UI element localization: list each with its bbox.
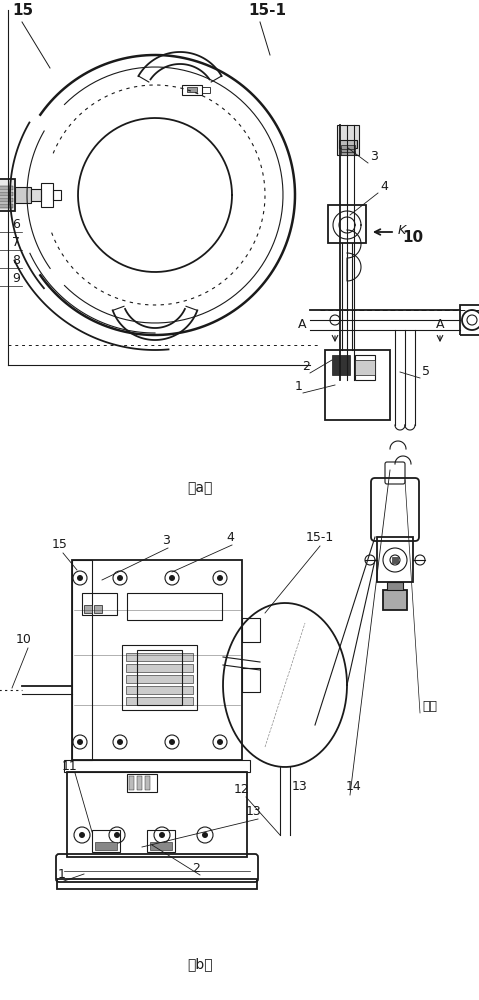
Bar: [339, 140, 357, 148]
Circle shape: [117, 739, 123, 745]
Bar: [332, 355, 350, 375]
Text: 10: 10: [402, 230, 423, 245]
Text: 15: 15: [12, 3, 33, 18]
Circle shape: [169, 739, 175, 745]
Bar: [31, 189, 41, 201]
Bar: [0, 179, 15, 211]
Bar: [72, 560, 92, 760]
Text: 3: 3: [370, 150, 378, 163]
Bar: [242, 618, 260, 642]
Text: （b）: （b）: [187, 957, 213, 971]
Bar: [137, 776, 142, 790]
Bar: [341, 145, 355, 149]
Bar: [0, 192, 13, 196]
Bar: [242, 668, 260, 692]
Bar: [57, 879, 257, 889]
Bar: [41, 183, 53, 207]
Circle shape: [114, 832, 120, 838]
Bar: [145, 776, 150, 790]
Bar: [147, 830, 175, 852]
Bar: [0, 204, 13, 208]
Text: 1: 1: [295, 380, 303, 393]
Bar: [127, 774, 157, 792]
Circle shape: [217, 575, 223, 581]
Bar: [337, 125, 359, 155]
Bar: [392, 557, 398, 563]
Bar: [67, 772, 247, 857]
Circle shape: [117, 575, 123, 581]
Text: 15-1: 15-1: [306, 531, 334, 544]
Bar: [64, 760, 250, 772]
Text: 2: 2: [192, 862, 200, 875]
Text: 11: 11: [62, 760, 78, 773]
Bar: [126, 675, 193, 683]
Bar: [126, 653, 193, 661]
Text: K: K: [398, 224, 406, 236]
Text: 13: 13: [246, 805, 262, 818]
Text: 2: 2: [302, 360, 310, 373]
Text: 1: 1: [58, 868, 66, 881]
Bar: [15, 187, 31, 203]
Text: 10: 10: [16, 633, 32, 646]
Text: 13: 13: [292, 780, 308, 793]
Text: 14: 14: [346, 780, 362, 793]
Bar: [82, 593, 117, 615]
Bar: [341, 148, 355, 152]
Text: 4: 4: [380, 180, 388, 193]
Bar: [72, 560, 242, 760]
Bar: [460, 305, 479, 335]
Bar: [94, 605, 102, 613]
Bar: [325, 350, 390, 420]
Text: 6: 6: [12, 218, 20, 231]
Bar: [0, 198, 13, 202]
Text: 3: 3: [162, 534, 170, 547]
Bar: [53, 190, 61, 200]
Text: 5: 5: [422, 365, 430, 378]
Bar: [127, 593, 222, 620]
Bar: [126, 664, 193, 672]
Bar: [355, 360, 375, 375]
Text: 9: 9: [12, 272, 20, 285]
Bar: [126, 686, 193, 694]
Bar: [341, 151, 355, 155]
Text: 12: 12: [234, 783, 250, 796]
Bar: [328, 205, 366, 243]
Circle shape: [202, 832, 208, 838]
Text: 7: 7: [12, 236, 20, 249]
Text: A: A: [298, 318, 307, 331]
Text: 气源: 气源: [422, 700, 437, 713]
Bar: [92, 830, 120, 852]
Bar: [95, 842, 117, 850]
Text: （a）: （a）: [187, 481, 213, 495]
Circle shape: [77, 739, 83, 745]
Bar: [129, 776, 134, 790]
Bar: [122, 645, 197, 710]
Bar: [377, 537, 413, 582]
Bar: [387, 582, 403, 590]
Circle shape: [169, 575, 175, 581]
Bar: [202, 87, 210, 93]
Circle shape: [77, 575, 83, 581]
Bar: [355, 355, 375, 380]
Bar: [126, 697, 193, 705]
Bar: [137, 650, 182, 705]
Text: 8: 8: [12, 254, 20, 267]
Bar: [383, 590, 407, 610]
Bar: [187, 87, 197, 92]
Circle shape: [217, 739, 223, 745]
Text: A: A: [436, 318, 445, 331]
Bar: [0, 186, 13, 190]
Text: 15-1: 15-1: [248, 3, 286, 18]
Circle shape: [79, 832, 85, 838]
Circle shape: [159, 832, 165, 838]
Bar: [182, 85, 202, 95]
Bar: [84, 605, 92, 613]
Text: 4: 4: [226, 531, 234, 544]
Bar: [150, 842, 172, 850]
Text: 15: 15: [52, 538, 68, 551]
